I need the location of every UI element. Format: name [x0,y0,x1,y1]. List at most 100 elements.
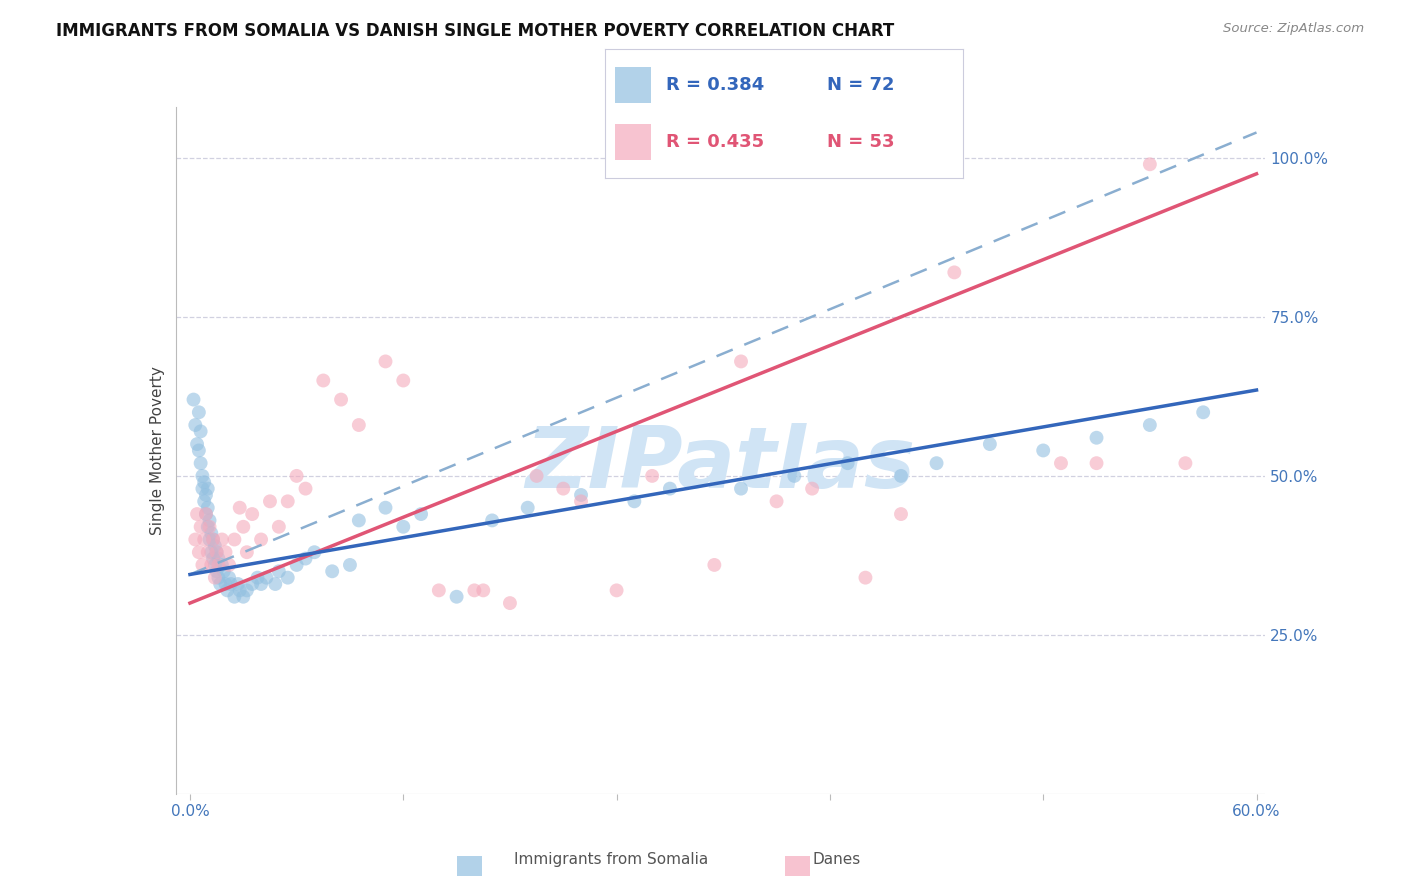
FancyBboxPatch shape [616,124,651,161]
Point [240,507,263,521]
FancyBboxPatch shape [616,67,651,103]
Point [446,590,468,604]
Point [730,482,752,496]
Point [374,500,396,515]
Point [200,558,222,572]
Point [184,533,207,547]
Point [526,469,548,483]
Point [658,482,681,496]
Point [217,583,239,598]
Point [197,500,219,515]
Point [463,583,485,598]
Text: R = 0.435: R = 0.435 [665,133,763,151]
Point [339,558,361,572]
Point [184,417,207,432]
Point [240,577,263,591]
Point [979,437,1001,451]
Point [264,577,287,591]
Text: Immigrants from Somalia: Immigrants from Somalia [515,852,709,867]
Point [193,475,215,490]
Y-axis label: Single Mother Poverty: Single Mother Poverty [149,366,165,535]
Point [837,456,859,470]
Point [214,577,236,591]
Point [205,545,228,559]
Point [190,520,212,534]
Point [890,469,912,483]
Point [392,520,415,534]
Point [186,507,208,521]
Point [703,558,725,572]
Point [321,564,343,578]
Point [347,513,370,527]
Point [294,551,316,566]
Point [211,558,233,572]
Point [198,520,221,534]
Point [207,551,229,566]
Point [1085,431,1108,445]
Text: Source: ZipAtlas.com: Source: ZipAtlas.com [1223,22,1364,36]
Point [1174,456,1197,470]
Point [285,469,308,483]
Point [202,551,225,566]
Point [267,520,290,534]
Text: ZIPatlas: ZIPatlas [526,423,915,506]
Point [211,533,233,547]
Point [1139,417,1161,432]
Point [277,494,299,508]
Point [209,577,232,591]
Point [553,482,575,496]
Point [623,494,645,508]
Point [285,558,308,572]
Point [194,507,217,521]
Point [204,571,226,585]
Point [481,513,503,527]
Point [1085,456,1108,470]
Point [304,545,326,559]
Point [194,488,217,502]
Point [193,533,215,547]
Point [197,482,219,496]
Point [219,577,242,591]
Point [226,577,249,591]
Point [409,507,432,521]
Point [641,469,664,483]
Text: R = 0.384: R = 0.384 [665,77,763,95]
Point [204,539,226,553]
Point [191,482,214,496]
Point [259,494,281,508]
Point [1139,157,1161,171]
Point [236,545,259,559]
Point [427,583,450,598]
Point [190,456,212,470]
Point [200,526,222,541]
Point [943,265,966,279]
Point [202,533,225,547]
Point [202,533,225,547]
Point [347,417,370,432]
Point [198,533,221,547]
Point [218,558,240,572]
Point [198,513,221,527]
Point [392,374,415,388]
Point [1192,405,1215,419]
Point [193,494,215,508]
Point [855,571,877,585]
Point [472,583,495,598]
Point [569,494,592,508]
Point [191,469,214,483]
Point [232,590,254,604]
Point [214,545,236,559]
Point [801,482,824,496]
Point [205,564,228,578]
Text: N = 53: N = 53 [827,133,894,151]
Point [890,507,912,521]
Point [516,500,538,515]
Point [312,374,335,388]
Point [191,558,214,572]
Point [187,405,209,419]
Point [186,437,208,451]
Point [250,577,273,591]
Point [1050,456,1073,470]
Point [267,564,290,578]
Point [190,425,212,439]
